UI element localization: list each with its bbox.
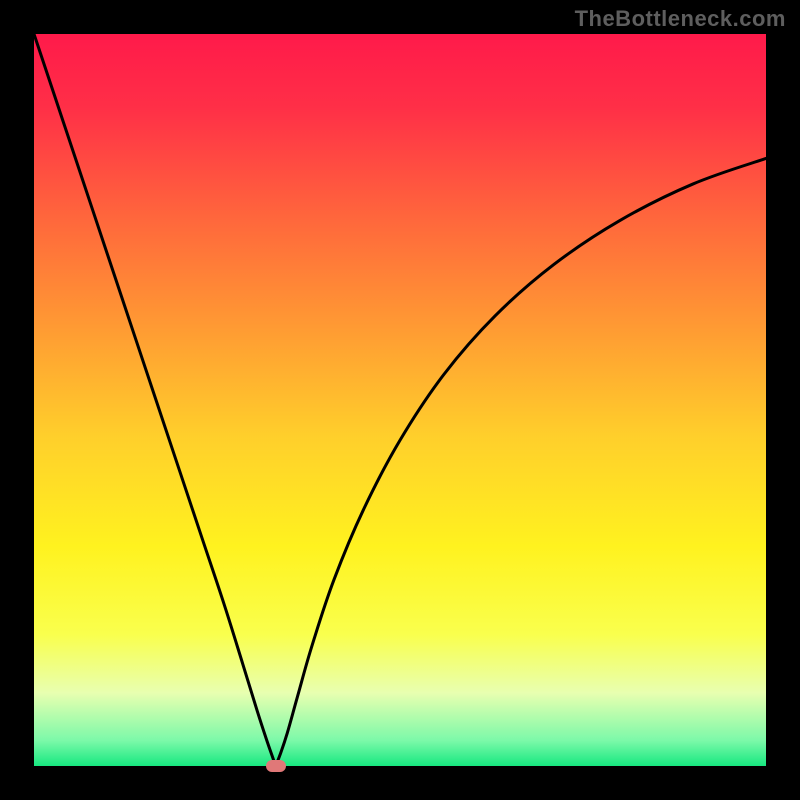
plot-area — [34, 34, 766, 766]
bottleneck-curve — [34, 34, 766, 766]
watermark-text: TheBottleneck.com — [575, 6, 786, 32]
chart-frame: TheBottleneck.com — [0, 0, 800, 800]
trough-marker — [266, 760, 286, 772]
